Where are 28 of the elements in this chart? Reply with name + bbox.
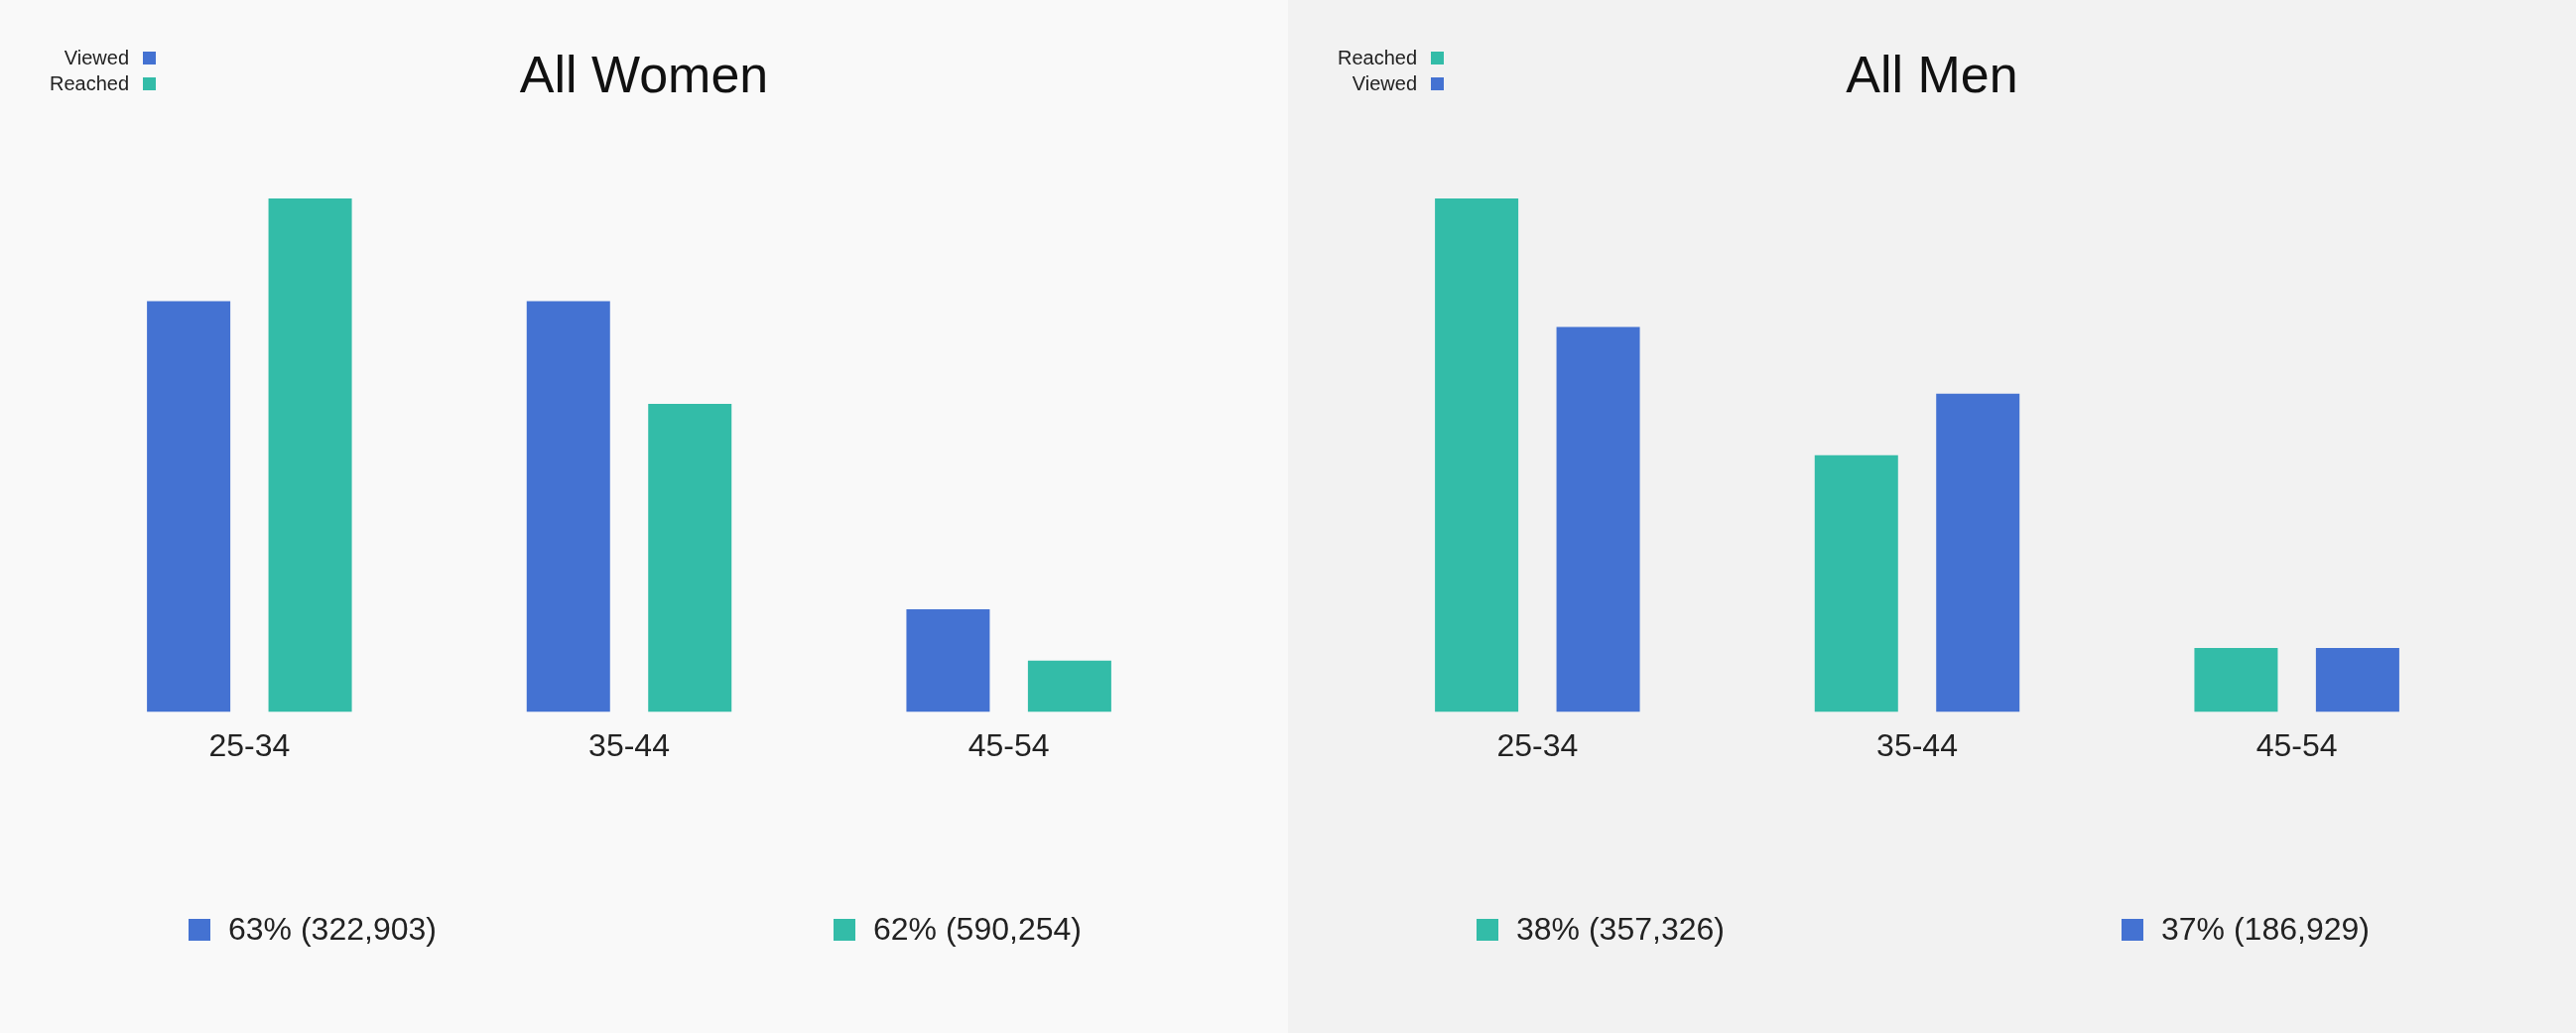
text: 37% (186,929) <box>2161 911 2370 948</box>
x-tick-label: 45-54 <box>2255 726 2338 763</box>
bar <box>1814 454 1898 712</box>
x-tick-label: 45-54 <box>967 726 1050 763</box>
chart-title: All Women <box>519 46 769 103</box>
bar <box>147 301 231 712</box>
bar <box>268 198 352 712</box>
x-tick-label: 35-44 <box>588 726 670 763</box>
text: 38% (357,326) <box>1516 911 1725 948</box>
legend-label: Reached <box>1338 46 1418 69</box>
bar <box>2315 647 2399 712</box>
legend-label: Reached <box>50 71 130 95</box>
text: 62% (590,254) <box>873 911 1082 948</box>
bar <box>1936 393 2020 712</box>
bar <box>526 301 610 712</box>
x-tick-label: 25-34 <box>208 726 291 763</box>
bar <box>906 609 990 712</box>
chart-title: All Men <box>1846 46 2018 103</box>
text: 63% (322,903) <box>228 911 437 948</box>
bar <box>2194 647 2278 712</box>
bar <box>648 404 732 712</box>
bar <box>1435 198 1519 712</box>
x-tick-label: 35-44 <box>1876 726 1958 763</box>
legend-label: Viewed <box>1352 71 1418 95</box>
bar <box>1027 660 1111 712</box>
bar <box>1556 326 1640 712</box>
x-tick-label: 25-34 <box>1496 726 1579 763</box>
legend-label: Viewed <box>64 46 130 69</box>
